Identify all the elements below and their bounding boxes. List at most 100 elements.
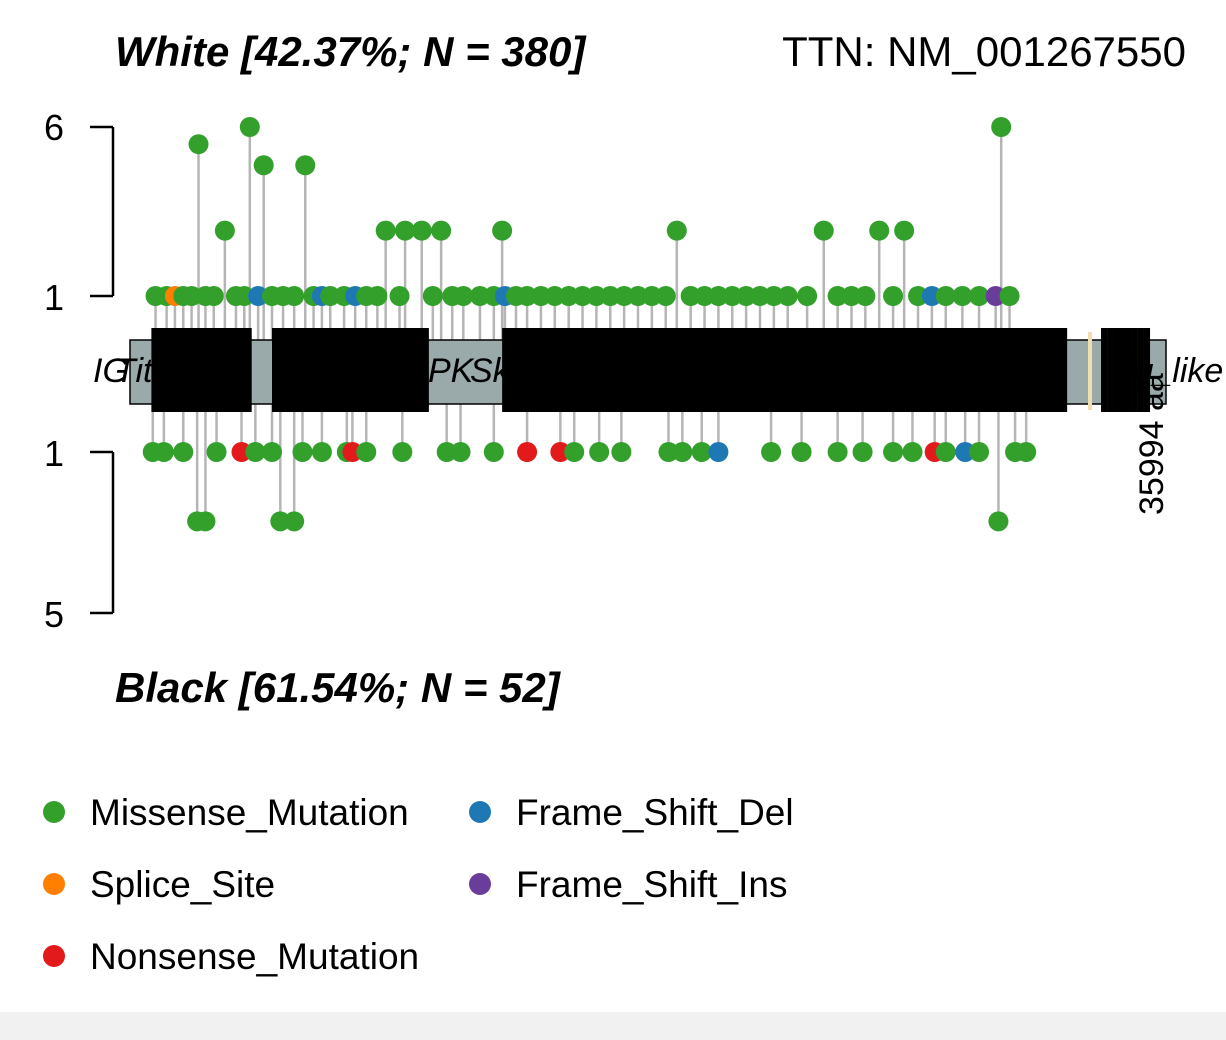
domain-block (797, 328, 804, 412)
top-mutation-dot (680, 286, 701, 306)
domain-block (905, 328, 912, 412)
domain-block (186, 328, 192, 412)
domain-block (556, 328, 563, 412)
domain-block (382, 328, 389, 412)
top-mutation-dot (517, 286, 538, 306)
top-mutation-dot (253, 155, 274, 176)
bottom-mutation-dot (955, 442, 976, 462)
domain-block (226, 328, 232, 412)
top-mutation-dot (969, 286, 990, 306)
top-mutation-dot (203, 286, 224, 306)
top-mutation-dot (188, 134, 209, 155)
domain-block (369, 328, 376, 412)
domain-block (603, 328, 610, 412)
domain-block (979, 328, 986, 412)
top-mutation-dot (655, 286, 676, 306)
domain-block (921, 328, 928, 412)
top-mutation-dot (239, 117, 260, 137)
legend-label: Splice_Site (90, 864, 275, 905)
domain-block (1125, 328, 1132, 412)
domain-block (572, 328, 579, 412)
domain-block (307, 328, 314, 412)
domain-block (925, 328, 932, 412)
domain-block (680, 328, 687, 412)
bottom-mutation-dot (173, 442, 194, 462)
domain-block (855, 328, 862, 412)
domain-block (161, 328, 167, 412)
domain-block (409, 328, 416, 412)
legend-dot (43, 873, 65, 895)
bottom-mutation-dot (852, 442, 873, 462)
domain-block (1061, 328, 1068, 412)
top-mutation-dot (827, 286, 848, 306)
domain-block (983, 328, 990, 412)
domain-block (742, 328, 749, 412)
top-mutation-dot (736, 286, 757, 306)
domain-block (614, 328, 621, 412)
bottom-mutation-dot (292, 442, 313, 462)
domain-block (329, 328, 336, 412)
domain-block (758, 328, 765, 412)
bottom-mutation-dot (935, 442, 956, 462)
top-mutation-dot (952, 286, 973, 306)
legend-label: Frame_Shift_Del (516, 792, 794, 833)
domain-block (506, 328, 513, 412)
bottom-mutation-dot (564, 442, 585, 462)
domain-label: Ig (160, 352, 188, 390)
legend-dot (43, 945, 65, 967)
domain-block (521, 328, 528, 412)
domain-block (241, 328, 247, 412)
domain-block (509, 328, 516, 412)
domain-block (913, 328, 920, 412)
top-mutation-dot (641, 286, 662, 306)
domain-block (1057, 328, 1064, 412)
domain-block (707, 328, 714, 412)
domain-block (859, 328, 866, 412)
top-mutation-dot (708, 286, 729, 306)
domain-block (151, 328, 157, 412)
bottom-group-title: Black [61.54%; N = 52] (115, 664, 562, 711)
top-y-axis: 6 1 (44, 107, 115, 318)
domain-block (599, 328, 606, 412)
domain-block (294, 328, 301, 412)
top-mutation-dot (985, 286, 1006, 306)
top-mutation-dot (558, 286, 579, 306)
domain-block (626, 328, 633, 412)
domain-block (998, 328, 1006, 412)
domain-block (196, 328, 202, 412)
domain-block (513, 328, 520, 412)
domain-label: Sk (470, 352, 512, 390)
top-mutation-dot (453, 286, 474, 306)
domain-block (960, 328, 967, 412)
domain-block (824, 328, 831, 412)
top-group-title: White [42.37%; N = 380] (115, 28, 587, 75)
domain-block (517, 328, 524, 412)
domain-block (723, 328, 730, 412)
domain-block (342, 328, 350, 412)
domain-block (591, 328, 598, 412)
domain-block (298, 328, 305, 412)
domain-block (1010, 328, 1017, 412)
domain-block (715, 328, 722, 412)
top-mutation-dot (492, 220, 513, 241)
domain-block (727, 328, 734, 412)
domain-block (1022, 328, 1029, 412)
domain-block (396, 328, 403, 412)
bottom-mutation-dot (311, 442, 332, 462)
bottom-mutation-dot (206, 442, 227, 462)
domain-block (703, 328, 711, 412)
domain-block (579, 328, 586, 412)
domain-block (1143, 328, 1151, 412)
legend-label: Frame_Shift_Ins (516, 864, 787, 905)
domain-kinase-marker (1088, 332, 1092, 410)
domain-block (940, 328, 947, 412)
domain-block (206, 328, 212, 412)
domain-block (1033, 328, 1040, 412)
domain-block (276, 328, 283, 412)
top-mutation-dot (935, 286, 956, 306)
domain-block (684, 328, 691, 412)
domain-block (303, 328, 310, 412)
top-mutation-dot (797, 286, 818, 306)
domain-block (766, 328, 773, 412)
domain-block (688, 328, 695, 412)
